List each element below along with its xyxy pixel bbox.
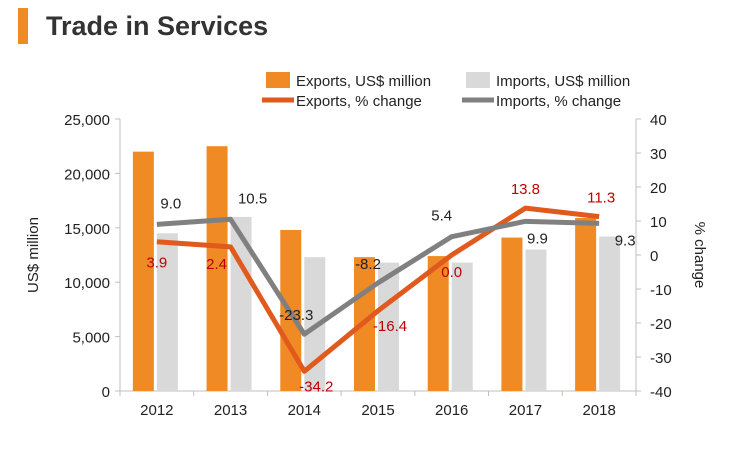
- data-label-exports-pct: -34.2: [299, 378, 333, 395]
- bar-exports: [132, 151, 154, 391]
- y2-tick-label: -40: [650, 384, 672, 401]
- y-tick-label: 15,000: [64, 221, 110, 238]
- data-label-exports-pct: -16.4: [373, 318, 407, 335]
- bar-exports: [427, 256, 449, 391]
- data-label-exports-pct: 3.9: [146, 255, 167, 272]
- x-tick-label: 2013: [214, 402, 247, 419]
- title-accent-bar: [18, 8, 28, 44]
- y2-tick-label: -20: [650, 316, 672, 333]
- y2-tick-label: 0: [650, 248, 658, 265]
- x-tick-label: 2017: [509, 402, 542, 419]
- data-label-imports-pct: 9.0: [160, 195, 181, 212]
- legend-label: Imports, % change: [496, 93, 621, 110]
- legend-swatch: [466, 72, 490, 88]
- x-tick-label: 2018: [582, 402, 615, 419]
- legend-label: Imports, US$ million: [496, 73, 630, 90]
- y-tick-label: 0: [102, 384, 110, 401]
- x-tick-label: 2014: [288, 402, 321, 419]
- y-tick-label: 10,000: [64, 275, 110, 292]
- y2-tick-label: 10: [650, 214, 667, 231]
- line-exports-pct: [156, 205, 600, 374]
- data-label-imports-pct: 5.4: [431, 208, 452, 225]
- bar-imports: [378, 262, 399, 391]
- legend-label: Exports, % change: [296, 93, 422, 110]
- chart-title: Trade in Services: [46, 11, 269, 41]
- data-label-exports-pct: 0.0: [441, 264, 462, 281]
- y2-tick-label: 20: [650, 180, 667, 197]
- bar-imports: [156, 233, 178, 391]
- line-imports-pct: [156, 216, 600, 337]
- legend-label: Exports, US$ million: [296, 73, 431, 90]
- bar-exports: [206, 146, 228, 391]
- bar-exports: [575, 218, 597, 391]
- y-tick-label: 20,000: [64, 166, 110, 183]
- data-label-exports-pct: 11.3: [587, 190, 615, 207]
- data-label-exports-pct: 13.8: [511, 181, 540, 198]
- data-label-imports-pct: 9.3: [615, 232, 636, 249]
- x-tick-label: 2016: [435, 402, 468, 419]
- y-axis-title: US$ million: [25, 217, 42, 293]
- y2-tick-label: -30: [650, 350, 672, 367]
- bar-imports: [451, 262, 473, 391]
- data-label-imports-pct: -8.2: [355, 256, 381, 273]
- data-label-imports-pct: 10.5: [238, 190, 267, 207]
- data-label-exports-pct: 2.4: [206, 256, 227, 273]
- y2-tick-label: 30: [650, 146, 667, 163]
- y2-tick-label: -10: [650, 282, 672, 299]
- y-tick-label: 5,000: [72, 330, 110, 347]
- y-tick-label: 25,000: [64, 112, 110, 129]
- y2-tick-label: 40: [650, 112, 667, 129]
- x-tick-label: 2015: [361, 402, 394, 419]
- bar-imports: [525, 249, 547, 391]
- bar-exports: [501, 237, 523, 391]
- data-label-imports-pct: -23.3: [279, 307, 313, 324]
- x-tick-label: 2012: [140, 402, 173, 419]
- bar-imports: [599, 236, 621, 391]
- legend-swatch: [266, 72, 290, 88]
- y2-axis-title: % change: [691, 222, 708, 289]
- data-label-imports-pct: 9.9: [527, 230, 548, 247]
